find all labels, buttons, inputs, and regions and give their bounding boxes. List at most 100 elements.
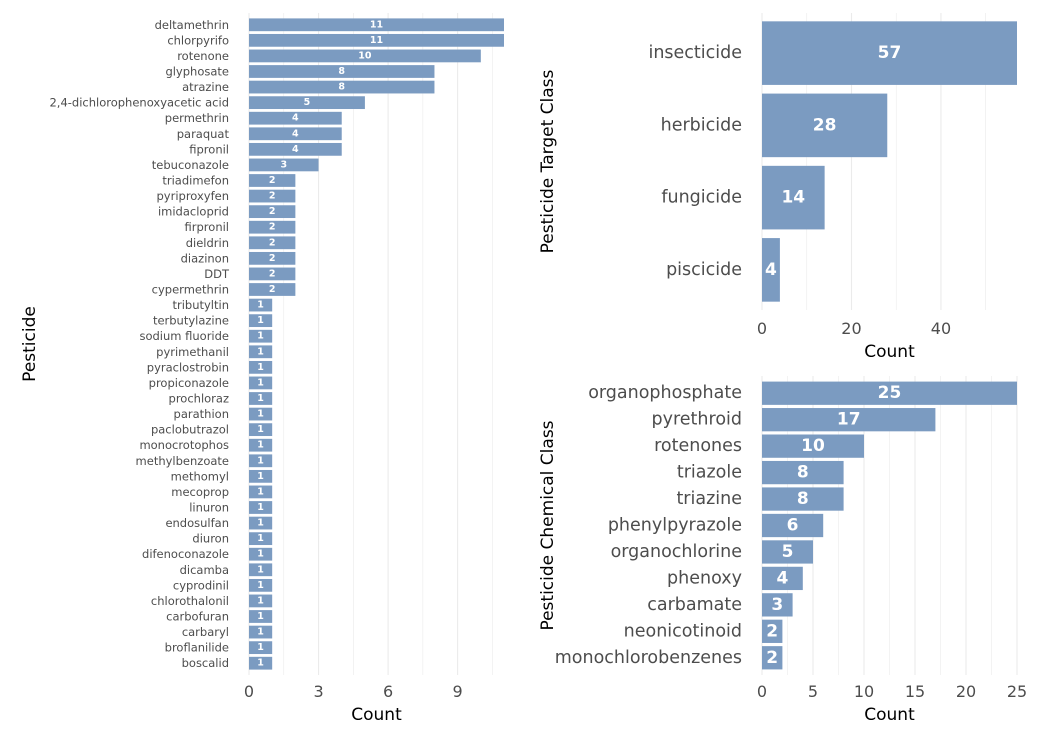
- category-label: phenylpyrazole: [608, 516, 742, 536]
- category-label: broflanilide: [165, 641, 229, 655]
- category-label: rotenone: [177, 49, 229, 63]
- bar-value-label: 2: [269, 175, 276, 186]
- bar-value-label: 1: [257, 658, 264, 669]
- y-axis-title: Pesticide Chemical Class: [538, 420, 558, 630]
- bar: [249, 18, 504, 32]
- bar-value-label: 57: [878, 43, 902, 63]
- bar: [249, 516, 273, 530]
- category-label: firpronil: [185, 220, 229, 234]
- bar: [249, 329, 273, 343]
- category-label: prochloraz: [169, 392, 229, 406]
- bar: [249, 392, 273, 405]
- bar: [762, 619, 783, 643]
- bar-value-label: 4: [765, 260, 777, 280]
- category-label: 2,4-dichlorophenoxyacetic acid: [49, 96, 229, 110]
- bar-value-label: 1: [257, 642, 264, 653]
- x-tick-label: 0: [757, 682, 767, 701]
- bar: [762, 593, 793, 617]
- bar: [762, 21, 1017, 85]
- category-label: carbofuran: [166, 610, 229, 624]
- category-label: neonicotinoid: [624, 621, 742, 641]
- bar-value-label: 2: [766, 648, 778, 668]
- category-label: chlorpyrifo: [167, 33, 229, 47]
- category-label: phenoxy: [667, 568, 742, 588]
- bar: [762, 513, 824, 538]
- category-label: carbamate: [647, 595, 742, 615]
- bar: [249, 454, 273, 468]
- category-label: paclobutrazol: [151, 423, 229, 437]
- category-label: piscicide: [666, 260, 742, 280]
- x-tick-label: 9: [453, 682, 463, 701]
- bar-value-label: 25: [878, 383, 902, 403]
- bar: [249, 298, 273, 312]
- category-label: monocrotophos: [139, 438, 229, 452]
- category-label: difenoconazole: [142, 547, 229, 561]
- category-label: cyprodinil: [173, 578, 229, 592]
- category-label: monochlorobenzenes: [555, 648, 742, 668]
- bar-value-label: 8: [338, 66, 345, 77]
- category-label: permethrin: [165, 111, 229, 125]
- x-axis-title: Count: [864, 342, 915, 362]
- bar-value-label: 1: [257, 471, 264, 482]
- bar: [249, 501, 273, 514]
- x-axis-title: Count: [864, 705, 915, 725]
- bar: [249, 345, 273, 359]
- bar-value-label: 1: [257, 393, 264, 404]
- y-axis-title: Pesticide Target Class: [538, 69, 558, 253]
- category-label: terbutylazine: [153, 314, 229, 328]
- target-class-chart: 57 insecticide 28 herbicide 14 fungicide 4 pisc…: [538, 13, 1017, 362]
- bar: [249, 610, 273, 623]
- bar-value-label: 1: [257, 440, 264, 451]
- y-axis-title: Pesticide: [20, 306, 40, 382]
- category-label: diuron: [192, 532, 229, 546]
- category-label: dieldrin: [186, 236, 229, 250]
- bar: [249, 65, 435, 78]
- category-label: rotenones: [654, 436, 742, 456]
- bar: [249, 625, 273, 639]
- category-label: triazine: [676, 489, 742, 509]
- category-label: DDT: [204, 267, 230, 281]
- bar-value-label: 10: [358, 50, 372, 61]
- bar-value-label: 1: [257, 331, 264, 342]
- bar: [249, 33, 504, 47]
- category-label: insecticide: [648, 43, 742, 63]
- bar-value-label: 1: [257, 377, 264, 388]
- bar-value-label: 2: [269, 237, 276, 248]
- bar: [249, 127, 342, 141]
- bar-value-label: 1: [257, 580, 264, 591]
- bar-value-label: 2: [269, 284, 276, 295]
- category-label: linuron: [189, 501, 229, 515]
- category-label: glyphosate: [165, 65, 229, 79]
- x-tick-label: 20: [841, 319, 861, 338]
- bar: [762, 460, 844, 485]
- bar: [762, 238, 780, 302]
- category-label: pyrimethanil: [156, 345, 229, 359]
- bar-value-label: 17: [837, 410, 861, 430]
- x-tick-label: 3: [313, 682, 323, 701]
- category-label: dicamba: [180, 563, 229, 577]
- bar: [249, 80, 435, 94]
- category-label: herbicide: [661, 115, 742, 135]
- bar-value-label: 1: [257, 627, 264, 638]
- bar: [249, 469, 273, 483]
- category-label: propiconazole: [149, 376, 229, 390]
- bar: [249, 547, 273, 561]
- bar-value-label: 1: [257, 549, 264, 560]
- bar-value-label: 1: [257, 502, 264, 513]
- bar: [249, 423, 273, 437]
- x-axis-title: Count: [351, 705, 402, 725]
- bar: [249, 314, 273, 328]
- bar-value-label: 4: [292, 144, 299, 155]
- bar: [249, 563, 273, 577]
- category-label: organochlorine: [611, 542, 742, 562]
- bar: [762, 646, 783, 670]
- bar: [249, 158, 319, 172]
- category-label: methylbenzoate: [136, 454, 229, 468]
- bar-value-label: 1: [257, 611, 264, 622]
- bar-value-label: 1: [257, 300, 264, 311]
- category-label: cypermethrin: [152, 283, 229, 297]
- category-label: triazole: [677, 463, 742, 483]
- bar: [249, 96, 365, 110]
- category-label: triadimefon: [162, 174, 229, 188]
